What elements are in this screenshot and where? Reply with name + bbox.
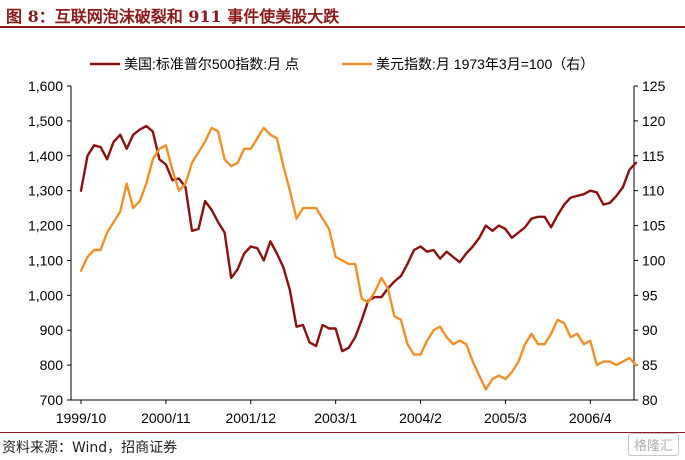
right-tick-label: 125 — [642, 78, 666, 94]
left-tick-label: 1,500 — [28, 113, 63, 129]
x-tick-label: 2006/4 — [569, 410, 612, 426]
legend-label-usd-index: 美元指数:月 1973年3月=100（右） — [376, 56, 594, 72]
legend-label-sp500: 美国:标准普尔500指数:月 点 — [124, 56, 299, 72]
left-tick-label: 1,300 — [28, 183, 63, 199]
right-tick-label: 105 — [642, 218, 666, 234]
x-tick-label: 2004/2 — [399, 410, 442, 426]
series-line-usd-index — [79, 126, 638, 391]
right-tick-label: 100 — [642, 252, 666, 268]
dual-axis-line-chart: 700 800 900 1,000 1,100 1,200 1,300 1,400 1,500 1… — [28, 56, 666, 426]
x-tick-label: 2001/12 — [225, 410, 276, 426]
x-tick-label: 2000/11 — [141, 410, 191, 426]
left-tick-label: 700 — [40, 392, 64, 408]
series-line-sp500 — [79, 124, 638, 353]
right-tick-label: 115 — [642, 148, 665, 164]
watermark-logo: 格隆汇 — [627, 433, 679, 456]
left-tick-label: 800 — [40, 357, 64, 373]
chart-legend: 美国:标准普尔500指数:月 点 美元指数:月 1973年3月=100（右） — [90, 56, 594, 72]
right-tick-label: 90 — [642, 322, 658, 338]
left-tick-label: 1,000 — [28, 287, 63, 303]
right-tick-label: 110 — [642, 183, 665, 199]
left-tick-label: 1,100 — [28, 252, 63, 268]
chart-title: 图 8：互联网泡沫破裂和 911 事件使美股大跌 — [6, 7, 340, 26]
left-tick-label: 900 — [40, 322, 64, 338]
left-tick-label: 1,200 — [28, 218, 63, 234]
x-tick-label: 1999/10 — [56, 410, 107, 426]
chart-plot-area — [79, 124, 638, 391]
x-tick-label: 2003/1 — [314, 410, 357, 426]
right-tick-label: 120 — [642, 113, 666, 129]
source-divider — [0, 432, 685, 433]
title-divider — [0, 26, 685, 28]
chart-axes: 700 800 900 1,000 1,100 1,200 1,300 1,400 1,500 1… — [28, 78, 666, 426]
right-tick-label: 80 — [642, 392, 658, 408]
x-tick-label: 2005/3 — [484, 410, 527, 426]
right-tick-label: 95 — [642, 287, 658, 303]
left-tick-label: 1,600 — [28, 78, 63, 94]
right-tick-label: 85 — [642, 357, 658, 373]
source-note: 资料来源：Wind，招商证券 — [2, 440, 178, 456]
left-tick-label: 1,400 — [28, 148, 63, 164]
